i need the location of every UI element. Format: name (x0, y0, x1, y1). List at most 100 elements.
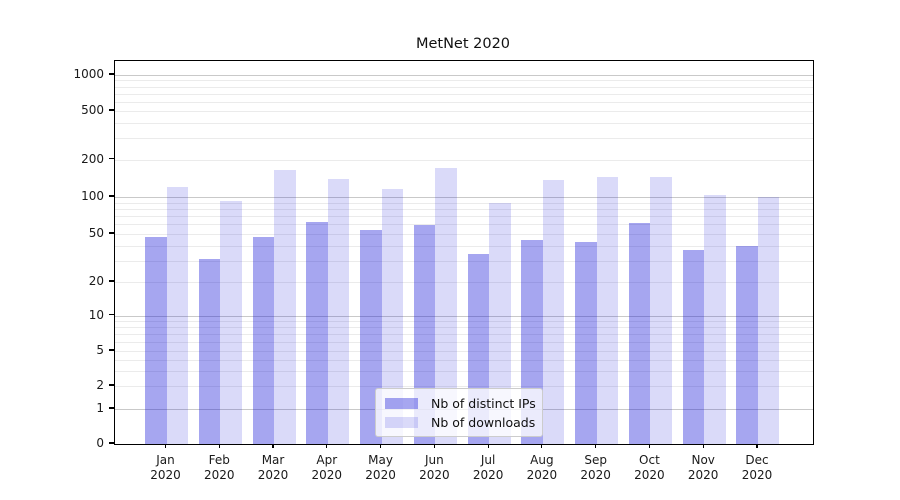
x-tick-label: Mar 2020 (257, 453, 289, 482)
bar-downloads-sep (596, 176, 619, 444)
bar-downloads-aug (542, 179, 565, 444)
x-tick-label: Jan 2020 (150, 453, 181, 482)
gridline-minor (115, 326, 813, 328)
legend-item: Nb of distinct IPs (385, 394, 536, 413)
y-tick-label: 10 (88, 307, 104, 322)
y-tick-mark (109, 384, 114, 386)
x-tick-mark (487, 443, 489, 448)
y-tick-label: 20 (88, 274, 104, 288)
bar-downloads-jun (435, 167, 457, 444)
x-tick-label: Jun 2020 (419, 453, 450, 482)
x-tick-label: Sep 2020 (580, 453, 611, 482)
x-tick-mark (648, 443, 651, 448)
gridline-minor (115, 282, 813, 283)
gridline-minor (115, 122, 813, 124)
chart-title: MetNet 2020 (415, 36, 511, 52)
bar-distinct-ips-sep (575, 241, 597, 444)
y-tick-label: 0 (96, 436, 104, 450)
gridline-minor (115, 234, 813, 235)
gridline-minor (115, 245, 813, 247)
bar-distinct-ips-apr (306, 221, 328, 444)
y-tick-mark (109, 232, 114, 234)
gridline-minor (115, 341, 813, 343)
gridline-minor (115, 202, 813, 204)
x-tick-mark (541, 443, 543, 448)
x-tick-mark (433, 443, 435, 448)
bar-downloads-dec (757, 197, 780, 444)
gridline-minor (115, 260, 813, 262)
gridline-minor (115, 80, 813, 82)
gridline-minor (115, 216, 813, 218)
legend-item: Nb of downloads (385, 413, 536, 432)
gridline-minor (115, 320, 813, 322)
y-tick-label: 100 (81, 189, 104, 203)
bar-distinct-ips-mar (252, 237, 275, 444)
y-tick-label: 200 (81, 151, 104, 166)
y-tick-label: 1 (96, 401, 104, 415)
bar-distinct-ips-nov (682, 249, 705, 444)
bar-downloads-jan (166, 187, 188, 444)
x-tick-mark (164, 443, 167, 448)
x-tick-mark (272, 443, 274, 448)
bar-downloads-oct (650, 176, 672, 444)
gridline-minor (115, 386, 813, 387)
legend-label: Nb of downloads (431, 415, 536, 430)
y-tick-label: 1000 (73, 67, 104, 81)
gridline-minor (115, 359, 813, 361)
y-tick-mark (109, 73, 114, 75)
bar-downloads-apr (327, 178, 350, 444)
y-tick-label: 500 (81, 103, 104, 117)
x-tick-label: Feb 2020 (203, 453, 235, 482)
gridline-minor (115, 370, 813, 372)
x-tick-label: Oct 2020 (634, 453, 665, 482)
x-tick-mark (702, 443, 704, 448)
bar-distinct-ips-dec (736, 245, 758, 444)
gridline-minor (115, 159, 813, 161)
x-tick-label: Jul 2020 (472, 453, 504, 482)
x-tick-mark (595, 443, 597, 448)
gridline-major (115, 197, 813, 198)
bar-downloads-mar (274, 169, 296, 444)
y-tick-label: 50 (88, 226, 104, 240)
x-tick-mark (326, 443, 328, 448)
gridline-minor (115, 86, 813, 88)
gridline-minor (115, 111, 813, 112)
gridline-minor (115, 224, 813, 226)
gridline-minor (115, 351, 813, 352)
legend-swatch-icon (385, 398, 418, 409)
x-tick-label: Apr 2020 (311, 453, 343, 482)
x-tick-label: May 2020 (365, 453, 396, 482)
x-tick-mark (756, 443, 758, 448)
bar-distinct-ips-feb (198, 259, 221, 444)
y-tick-label: 2 (96, 378, 104, 392)
gridline-minor (115, 333, 813, 335)
y-tick-mark (109, 442, 114, 444)
y-tick-mark (109, 109, 114, 111)
x-tick-mark (379, 443, 382, 448)
gridline-minor (115, 101, 813, 103)
y-tick-label: 5 (96, 343, 104, 357)
y-tick-mark (109, 280, 114, 282)
bar-downloads-feb (220, 201, 242, 444)
y-tick-mark (109, 195, 114, 197)
y-tick-mark (109, 157, 114, 160)
gridline-minor (115, 93, 813, 95)
x-tick-mark (218, 443, 220, 448)
gridline-minor (115, 138, 813, 140)
legend-swatch-icon (385, 417, 418, 428)
y-tick-mark (109, 349, 114, 351)
x-tick-label: Dec 2020 (741, 453, 773, 482)
y-tick-mark (109, 313, 114, 316)
bar-distinct-ips-oct (628, 222, 651, 444)
legend: Nb of distinct IPs Nb of downloads (375, 388, 543, 437)
legend-label: Nb of distinct IPs (431, 396, 536, 411)
bar-distinct-ips-jan (145, 237, 167, 444)
y-tick-mark (109, 407, 114, 409)
x-tick-label: Aug 2020 (526, 453, 558, 482)
bar-downloads-jul (489, 202, 511, 444)
gridline-major (115, 315, 813, 317)
bar-downloads-may (381, 188, 404, 444)
gridline-minor (115, 208, 813, 210)
bar-downloads-nov (704, 194, 726, 444)
